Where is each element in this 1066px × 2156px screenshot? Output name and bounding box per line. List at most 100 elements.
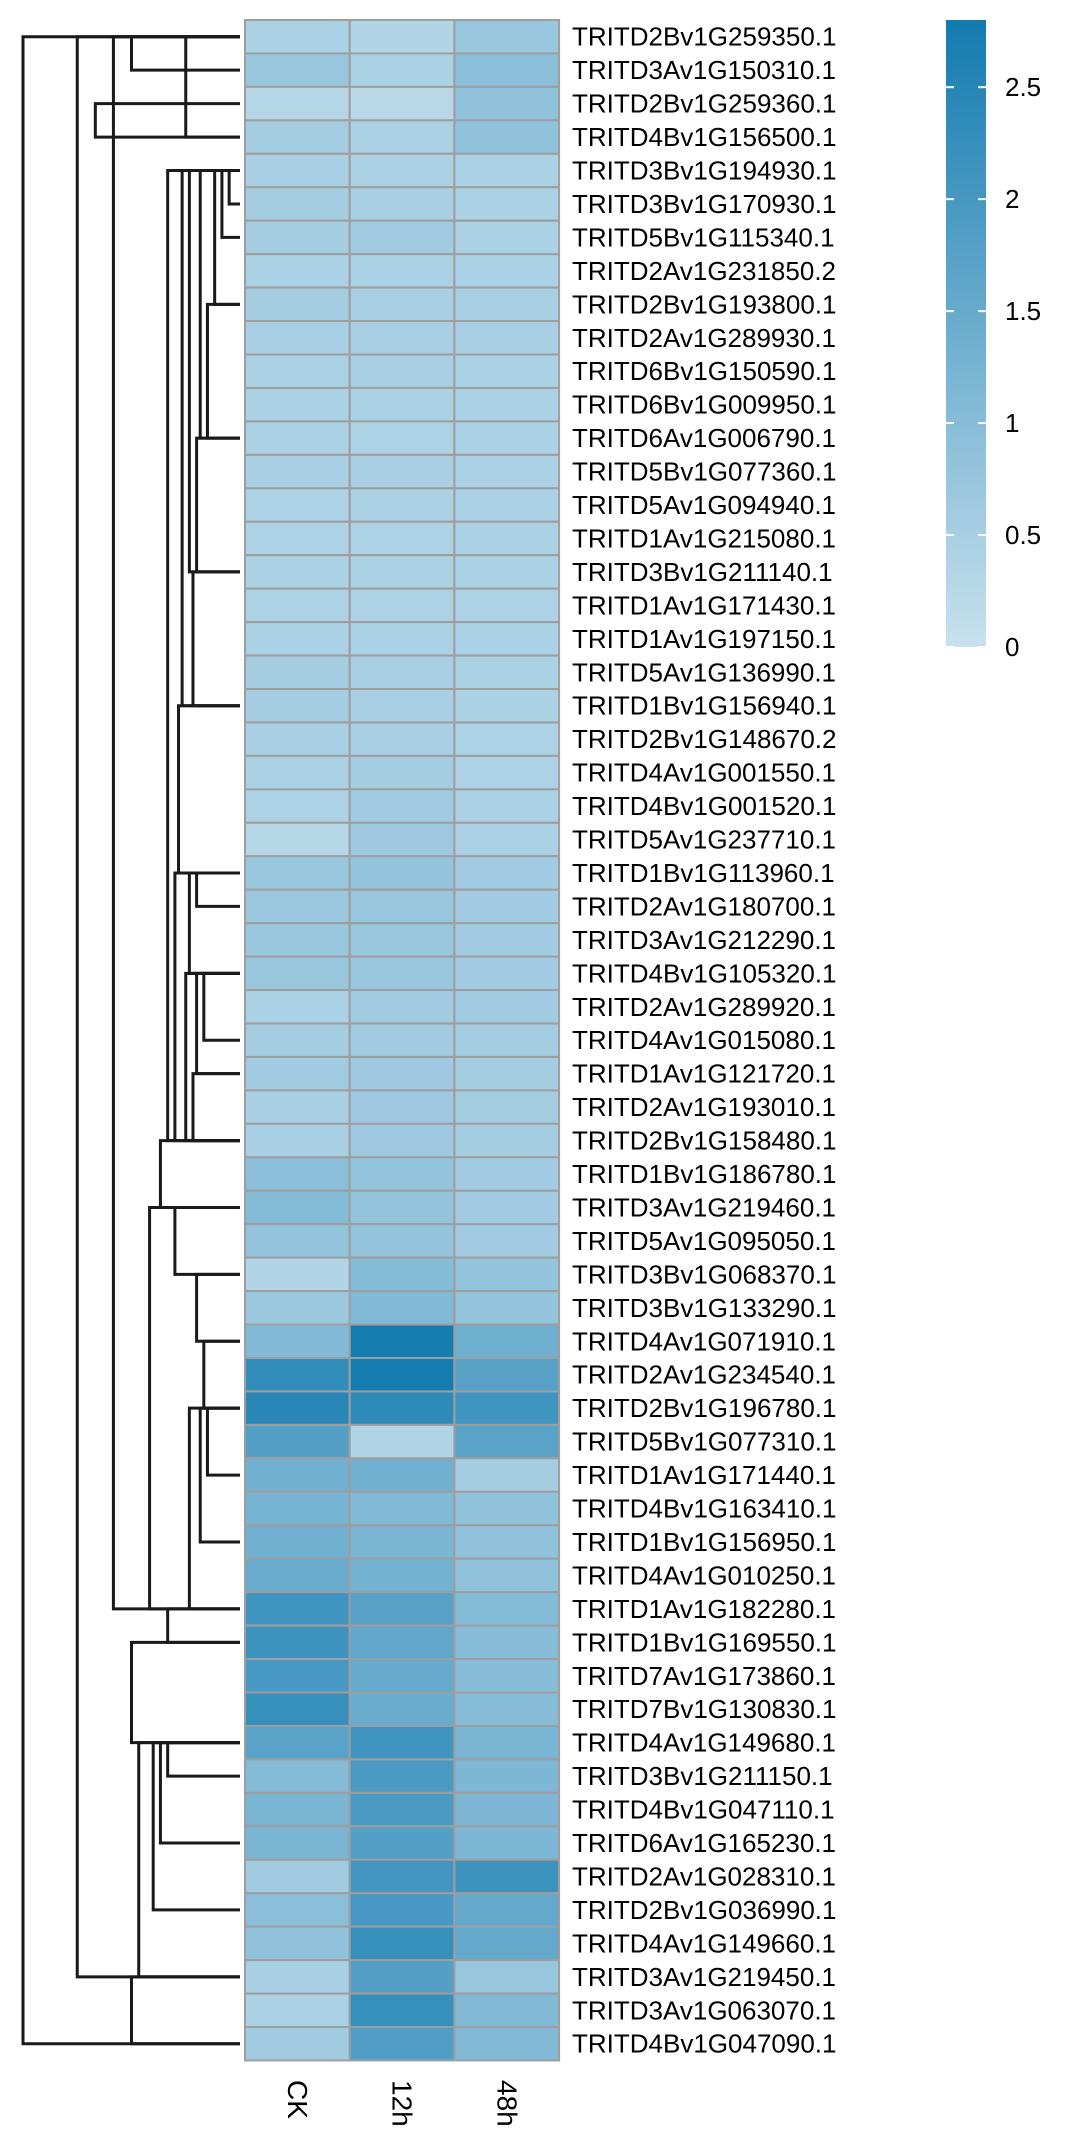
heatmap-cell — [453, 621, 561, 657]
row-label: TRITD2Av1G289920.1 — [572, 992, 836, 1022]
heatmap-cell — [348, 654, 456, 690]
row-label: TRITD2Bv1G259350.1 — [572, 22, 836, 52]
dendrogram-branch — [187, 1406, 240, 1611]
row-label: TRITD3Bv1G194930.1 — [572, 156, 836, 186]
heatmap-cell — [348, 1055, 456, 1092]
heatmap-cell — [244, 1156, 351, 1192]
heatmap-cell — [348, 520, 456, 557]
heatmap-cell — [244, 721, 351, 757]
dendrogram-branch — [158, 1741, 240, 1845]
heatmap-cell — [244, 1223, 351, 1259]
row-label: TRITD5Av1G136990.1 — [572, 657, 836, 687]
heatmap-cell — [244, 821, 351, 858]
heatmap-cell — [348, 52, 456, 88]
row-label: TRITD6Bv1G150590.1 — [572, 356, 836, 386]
heatmap-cell — [453, 19, 561, 55]
heatmap-cell — [453, 453, 561, 490]
heatmap-cell — [244, 1992, 351, 2029]
heatmap-cell — [348, 688, 456, 724]
row-label: TRITD2Av1G234540.1 — [572, 1360, 836, 1390]
heatmap-cell — [453, 253, 561, 289]
heatmap-cell — [244, 989, 351, 1025]
heatmap-cell — [348, 1122, 456, 1159]
dendrogram-branch — [75, 35, 240, 1979]
dendrogram-branch — [195, 1272, 240, 1343]
dendrogram-branch — [166, 1607, 240, 1644]
heatmap-cell — [453, 119, 561, 155]
legend-color-bar — [946, 20, 986, 647]
heatmap-cell — [348, 1959, 456, 1995]
dendrogram-branch — [173, 1205, 240, 1276]
heatmap-cell — [244, 955, 351, 992]
heatmap-cell — [453, 1390, 561, 1426]
heatmap-cell — [453, 654, 561, 690]
heatmap-cell — [244, 1591, 351, 1627]
heatmap-cell — [244, 1825, 351, 1861]
heatmap-cell — [348, 1290, 456, 1326]
heatmap-cell — [453, 587, 561, 624]
heatmap-cell — [348, 621, 456, 657]
heatmap-cell — [348, 1858, 456, 1895]
dendrogram-branch — [195, 436, 240, 574]
row-label: TRITD4Av1G149660.1 — [572, 1928, 836, 1958]
heatmap-cell — [348, 1323, 456, 1360]
legend-tick-label: 1 — [1005, 408, 1019, 438]
heatmap-cell — [244, 1658, 351, 1694]
heatmap-cell — [348, 353, 456, 389]
heatmap-cell — [348, 1156, 456, 1192]
row-label: TRITD3Bv1G211150.1 — [572, 1761, 833, 1791]
legend-tick-label: 2.5 — [1005, 72, 1041, 102]
row-label: TRITD2Av1G180700.1 — [572, 891, 836, 921]
row-label: TRITD3Bv1G170930.1 — [572, 189, 836, 219]
dendrogram-branch — [205, 302, 240, 440]
heatmap-cell — [453, 85, 561, 122]
heatmap-cell — [244, 1524, 351, 1560]
row-label: TRITD3Av1G219450.1 — [572, 1962, 836, 1992]
dendrogram-branch — [227, 169, 240, 206]
heatmap-cell — [453, 1256, 561, 1293]
heatmap-cell — [244, 1758, 351, 1794]
heatmap-cell — [244, 386, 351, 423]
row-label: TRITD2Bv1G158480.1 — [572, 1126, 836, 1156]
heatmap-cell — [348, 1490, 456, 1527]
heatmap-cell — [453, 1357, 561, 1393]
heatmap-cell — [244, 85, 351, 122]
heatmap-cell — [453, 1691, 561, 1727]
heatmap-cell — [348, 1691, 456, 1727]
heatmap-cell — [453, 754, 561, 791]
heatmap-cell — [244, 1925, 351, 1962]
heatmap-cell — [244, 1624, 351, 1661]
row-label: TRITD2Bv1G259360.1 — [572, 89, 836, 119]
row-label: TRITD1Av1G171430.1 — [572, 590, 836, 620]
heatmap-cell — [453, 2026, 561, 2062]
heatmap-cell — [244, 186, 351, 222]
heatmap-cell — [453, 353, 561, 389]
heatmap-cell — [348, 1357, 456, 1393]
heatmap-cell — [244, 320, 351, 356]
heatmap-cell — [244, 554, 351, 590]
heatmap-cell — [244, 1122, 351, 1159]
dendrogram-branch — [205, 1406, 240, 1477]
heatmap-cell — [453, 52, 561, 88]
heatmap-cell — [348, 1390, 456, 1426]
row-label: TRITD1Av1G171440.1 — [572, 1460, 836, 1490]
row-label: TRITD1Bv1G156950.1 — [572, 1527, 836, 1557]
heatmap-cell — [453, 989, 561, 1025]
heatmap-cell — [453, 1959, 561, 1995]
heatmap-cell — [244, 1490, 351, 1527]
heatmap-cell — [453, 888, 561, 925]
heatmap-cell — [244, 1055, 351, 1092]
heatmap-cell — [453, 788, 561, 824]
heatmap-cell — [453, 922, 561, 958]
heatmap-cell — [244, 19, 351, 55]
heatmap-cell — [244, 1724, 351, 1761]
row-label: TRITD2Av1G028310.1 — [572, 1861, 836, 1891]
heatmap-cell — [453, 1524, 561, 1560]
row-label: TRITD4Av1G149680.1 — [572, 1728, 836, 1758]
heatmap-cell — [453, 688, 561, 724]
heatmap-cell — [453, 1457, 561, 1493]
heatmap-cell — [348, 1791, 456, 1828]
heatmap-cell — [453, 1423, 561, 1460]
heatmap-cell — [348, 754, 456, 791]
legend-tick-label: 0.5 — [1005, 520, 1041, 550]
